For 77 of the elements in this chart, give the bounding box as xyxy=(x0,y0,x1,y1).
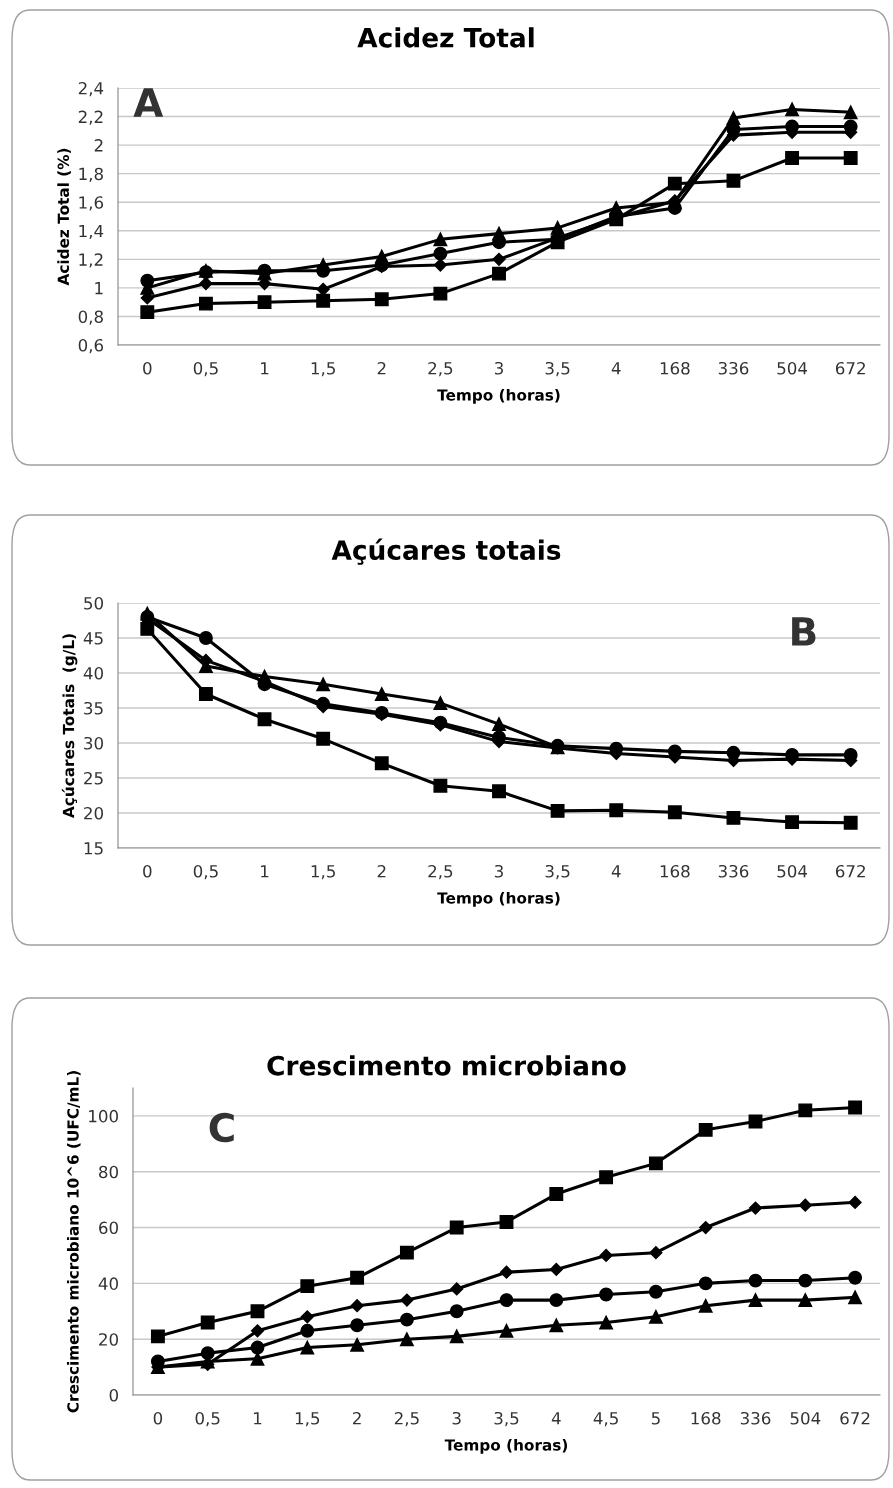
x-tick-label: 0,5 xyxy=(195,1411,220,1427)
y-axis-title: Açúcares Totais (g/L) xyxy=(61,634,78,818)
x-tick-label: 336 xyxy=(718,864,749,878)
y-tick-label: 1,4 xyxy=(79,224,104,240)
y-tick-label: 30 xyxy=(84,736,103,750)
x-tick-label: 504 xyxy=(777,864,808,878)
y-axis-title: Crescimento microbiano 10^6 (UFC/mL) xyxy=(66,1071,81,1413)
y-tick-label: 80 xyxy=(99,1165,118,1179)
y-tick-label: 0,8 xyxy=(78,310,103,325)
y-axis-title: Acidez Total (%) xyxy=(57,148,71,286)
y-tick-label: 1,6 xyxy=(79,196,104,211)
y-tick-label: 0,6 xyxy=(78,338,104,354)
x-tick-label: 4 xyxy=(611,865,621,878)
x-tick-label: 5 xyxy=(651,1412,660,1425)
y-tick-label: 2,2 xyxy=(78,110,103,125)
y-tick-label: 0 xyxy=(109,1388,118,1402)
x-tick-label: 3,5 xyxy=(494,1411,519,1427)
x-tick-label: 0,5 xyxy=(193,361,218,377)
annotation: B xyxy=(792,617,816,646)
x-tick-label: 2,5 xyxy=(428,864,453,880)
y-tick-label: 40 xyxy=(83,666,103,680)
y-tick-label: 2,4 xyxy=(78,81,104,97)
x-tick-label: 2 xyxy=(377,864,386,878)
x-tick-label: 3,5 xyxy=(545,361,570,377)
y-tick-label: 45 xyxy=(83,632,103,645)
x-tick-label: 3,5 xyxy=(545,864,570,880)
annotation: C xyxy=(209,1112,234,1143)
y-tick-label: 2 xyxy=(94,139,103,152)
x-tick-label: 2,5 xyxy=(428,361,453,377)
x-tick-label: 1 xyxy=(254,1412,262,1425)
y-tick-label: 15 xyxy=(84,842,103,855)
x-tick-label: 3 xyxy=(452,1411,461,1425)
y-tick-label: 100 xyxy=(89,1109,118,1123)
x-tick-label: 336 xyxy=(740,1411,771,1425)
x-tick-label: 168 xyxy=(691,1411,721,1425)
x-tick-label: 1 xyxy=(261,362,269,375)
y-tick-label: 1 xyxy=(95,282,103,295)
x-tick-label: 1 xyxy=(261,865,269,878)
x-tick-label: 3 xyxy=(494,864,503,878)
x-tick-label: 0 xyxy=(143,864,152,878)
x-tick-label: 1,5 xyxy=(311,865,335,880)
x-tick-label: 168 xyxy=(660,361,690,375)
x-tick-label: 2,5 xyxy=(394,1411,419,1427)
y-tick-label: 1,8 xyxy=(79,167,103,182)
chart-title: Acidez Total xyxy=(357,27,534,48)
x-tick-label: 2 xyxy=(377,361,386,375)
y-tick-label: 20 xyxy=(84,806,103,820)
x-tick-label: 672 xyxy=(840,1411,870,1425)
x-tick-label: 1,5 xyxy=(311,362,335,377)
x-tick-label: 168 xyxy=(660,864,690,878)
x-tick-label: 2 xyxy=(353,1411,361,1425)
x-tick-label: 0,5 xyxy=(193,864,218,880)
y-tick-label: 35 xyxy=(84,701,103,715)
chart-title: Crescimento microbiano xyxy=(267,1055,626,1076)
y-tick-label: 1,2 xyxy=(79,253,103,268)
x-tick-label: 4 xyxy=(611,362,621,375)
x-tick-label: 0 xyxy=(153,1411,163,1425)
y-tick-label: 20 xyxy=(99,1333,118,1346)
x-tick-label: 1,5 xyxy=(295,1412,320,1427)
y-tick-label: 50 xyxy=(84,596,103,610)
x-tick-label: 504 xyxy=(777,361,808,375)
x-tick-label: 0 xyxy=(143,361,152,375)
x-axis-title: Tempo (horas) xyxy=(444,1438,568,1454)
chart-title: Açúcares totais xyxy=(331,538,561,565)
y-tick-label: 60 xyxy=(99,1221,118,1235)
x-tick-label: 672 xyxy=(835,864,865,878)
x-tick-label: 4,5 xyxy=(593,1412,618,1427)
x-tick-label: 336 xyxy=(718,361,749,375)
y-tick-label: 40 xyxy=(98,1277,118,1290)
y-tick-label: 25 xyxy=(84,771,103,785)
x-axis-title: Tempo (horas) xyxy=(437,388,560,404)
x-tick-label: 3 xyxy=(494,361,503,375)
x-axis-title: Tempo (horas) xyxy=(437,891,560,907)
x-tick-label: 4 xyxy=(551,1412,561,1425)
annotation: A xyxy=(133,88,164,117)
x-tick-label: 672 xyxy=(835,361,865,375)
x-tick-label: 504 xyxy=(790,1411,821,1425)
